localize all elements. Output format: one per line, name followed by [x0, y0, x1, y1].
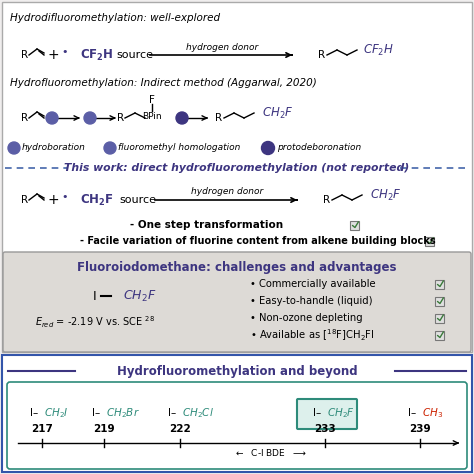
Circle shape: [46, 112, 58, 124]
FancyBboxPatch shape: [2, 2, 472, 352]
Circle shape: [176, 112, 188, 124]
Text: $CH_2Cl$: $CH_2Cl$: [182, 406, 214, 420]
FancyBboxPatch shape: [2, 355, 472, 472]
Text: hydrogen donor: hydrogen donor: [191, 188, 263, 197]
Text: I–: I–: [168, 408, 176, 418]
Text: 219: 219: [93, 424, 115, 434]
Bar: [436, 297, 445, 306]
Text: BPin: BPin: [142, 111, 162, 120]
Text: $CH_2Br$: $CH_2Br$: [106, 406, 140, 420]
Text: 217: 217: [31, 424, 53, 434]
Text: Hydrofluoromethylation and beyond: Hydrofluoromethylation and beyond: [117, 365, 357, 377]
Text: F: F: [149, 95, 155, 105]
Bar: [436, 280, 445, 289]
Text: $CH_3$: $CH_3$: [422, 406, 443, 420]
Text: R: R: [21, 113, 28, 123]
Circle shape: [104, 142, 116, 154]
Circle shape: [84, 112, 96, 124]
Text: hydrogen donor: hydrogen donor: [186, 43, 258, 52]
Text: $CF_2H$: $CF_2H$: [363, 43, 394, 57]
FancyBboxPatch shape: [3, 252, 471, 352]
Text: •: •: [61, 192, 67, 202]
Text: $CH_2I$: $CH_2I$: [44, 406, 69, 420]
Text: R: R: [318, 50, 325, 60]
Text: 233: 233: [314, 424, 336, 434]
FancyBboxPatch shape: [297, 399, 357, 429]
Text: $CH_2F$: $CH_2F$: [327, 406, 355, 420]
FancyBboxPatch shape: [7, 382, 467, 469]
Text: protodeboronation: protodeboronation: [277, 144, 361, 153]
Bar: [436, 313, 445, 322]
Text: +: +: [47, 193, 59, 207]
Text: source: source: [116, 50, 153, 60]
Circle shape: [262, 142, 274, 155]
Text: I–: I–: [92, 408, 100, 418]
Text: • Commercially available: • Commercially available: [250, 279, 375, 289]
Bar: [436, 330, 445, 339]
Text: Fluoroiodomethane: challenges and advantages: Fluoroiodomethane: challenges and advant…: [77, 262, 397, 274]
Bar: [426, 237, 435, 246]
Text: $\mathbf{CF_2H}$: $\mathbf{CF_2H}$: [80, 47, 114, 63]
Text: • Non-ozone depleting: • Non-ozone depleting: [250, 313, 363, 323]
Text: $CH_2F$: $CH_2F$: [370, 187, 401, 202]
Text: Hydrodifluoromethylation: well-explored: Hydrodifluoromethylation: well-explored: [10, 13, 220, 23]
Text: I–: I–: [408, 408, 416, 418]
Text: I: I: [93, 290, 97, 302]
Text: • Available as [$^{18}$F]CH$_2$FI: • Available as [$^{18}$F]CH$_2$FI: [250, 327, 374, 343]
Text: $E_{red}$ = -2.19 V vs. SCE $^{28}$: $E_{red}$ = -2.19 V vs. SCE $^{28}$: [35, 314, 155, 330]
Text: $CH_2F$: $CH_2F$: [262, 105, 293, 120]
Bar: [350, 220, 359, 229]
Text: 239: 239: [409, 424, 431, 434]
Circle shape: [8, 142, 20, 154]
Text: I–: I–: [30, 408, 38, 418]
Text: • Easy-to-handle (liquid): • Easy-to-handle (liquid): [250, 296, 373, 306]
Text: R: R: [215, 113, 222, 123]
Text: 222: 222: [169, 424, 191, 434]
Text: $\mathbf{CH_2F}$: $\mathbf{CH_2F}$: [80, 192, 114, 208]
Text: - One step transformation: - One step transformation: [130, 220, 283, 230]
Text: Hydrofluoromethylation: Indirect method (Aggarwal, 2020): Hydrofluoromethylation: Indirect method …: [10, 78, 317, 88]
Text: I–: I–: [313, 408, 321, 418]
Text: •: •: [61, 47, 67, 57]
Text: R: R: [323, 195, 330, 205]
Text: +: +: [47, 48, 59, 62]
Text: $CH_2F$: $CH_2F$: [123, 289, 156, 303]
Text: $\leftarrow$  C-I BDE  $\longrightarrow$: $\leftarrow$ C-I BDE $\longrightarrow$: [234, 447, 306, 458]
Text: This work: direct hydrofluoromethylation (not reported): This work: direct hydrofluoromethylation…: [64, 163, 410, 173]
Text: R: R: [21, 50, 28, 60]
Text: source: source: [119, 195, 156, 205]
Text: fluoromethyl homologation: fluoromethyl homologation: [118, 144, 240, 153]
Text: - Facile variation of fluorine content from alkene building blocks: - Facile variation of fluorine content f…: [80, 236, 436, 246]
Text: hydroboration: hydroboration: [22, 144, 86, 153]
Text: R: R: [117, 113, 124, 123]
Text: R: R: [21, 195, 28, 205]
